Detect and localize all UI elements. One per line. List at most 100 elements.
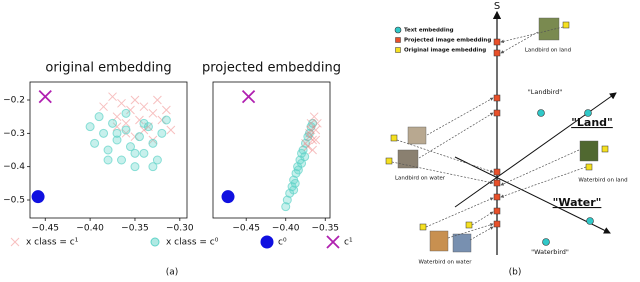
legend-label: x class = c¹: [26, 238, 79, 248]
point: [153, 95, 162, 105]
diagram: S Text embedding Projected image embeddi…: [385, 1, 628, 266]
legend-marker: [394, 26, 402, 34]
point: [126, 105, 135, 115]
x-tick-label: −0.40: [272, 224, 300, 234]
point: [139, 118, 149, 128]
point: [139, 102, 149, 112]
point: [99, 102, 108, 112]
text-label: "Land": [571, 116, 613, 129]
point: [305, 132, 314, 142]
axis-label: S: [494, 1, 500, 12]
point: [103, 145, 113, 155]
point: [289, 185, 299, 195]
point: [121, 128, 131, 138]
point: [134, 132, 144, 142]
caption: (b): [509, 268, 522, 278]
point: [241, 90, 256, 104]
x-tick-label: −0.45: [31, 224, 59, 234]
point: [157, 128, 167, 138]
point: [31, 190, 45, 204]
point: [166, 125, 176, 135]
point: [90, 138, 100, 148]
y-tick-label: −0.3: [3, 129, 25, 139]
point: [148, 135, 158, 145]
chart-title: projected embedding: [202, 61, 341, 76]
point: [112, 128, 122, 138]
point: [112, 122, 122, 132]
projected-points: [493, 38, 501, 228]
point: [103, 155, 113, 165]
point: [306, 125, 316, 135]
point: [135, 115, 144, 125]
image-label: Waterbird on water: [419, 260, 473, 266]
point: [117, 155, 127, 165]
image: [429, 230, 449, 252]
image: [397, 149, 419, 169]
point: [94, 112, 104, 122]
x-tick-label: −0.30: [166, 224, 194, 234]
point: [148, 162, 158, 172]
text-points: [537, 109, 594, 246]
point: [309, 112, 319, 122]
legend-marker: [260, 235, 274, 249]
point: [85, 122, 95, 132]
point: [152, 155, 162, 165]
charts: original embedding −0.45 −0.40 −0.35 −0.30 −0…: [3, 61, 353, 249]
point: [161, 115, 171, 125]
point: [290, 178, 300, 188]
y-tick-label: −0.2: [3, 96, 25, 106]
point: [112, 135, 122, 145]
point: [282, 195, 292, 205]
legend-marker: [395, 47, 401, 53]
point: [308, 145, 317, 155]
legend-marker: [150, 237, 160, 247]
point: [117, 98, 126, 108]
legend-label: Projected image embedding: [404, 38, 491, 44]
point: [130, 148, 140, 158]
point: [139, 148, 149, 158]
plot-frame: [212, 81, 331, 219]
point: [143, 122, 153, 132]
image: [579, 140, 599, 162]
x-tick-label: −0.40: [76, 224, 104, 234]
legend-label: c¹: [344, 238, 353, 248]
legend-label: Text embedding: [404, 28, 454, 34]
chart-title: original embedding: [45, 61, 171, 76]
x-tick-label: −0.35: [311, 224, 339, 234]
image: [452, 233, 472, 253]
point: [130, 95, 140, 105]
point: [148, 108, 158, 118]
point: [130, 162, 140, 172]
point: [125, 142, 135, 152]
point: [108, 92, 117, 102]
point: [221, 190, 235, 204]
point: [148, 138, 158, 148]
legend-label: x class = c⁰: [166, 238, 219, 248]
text-label: "Landbird": [528, 88, 562, 96]
point: [311, 135, 321, 145]
legend-marker: [10, 237, 20, 247]
y-tick-label: −0.5: [3, 196, 25, 206]
image: [407, 126, 427, 145]
point: [99, 128, 109, 138]
point: [162, 105, 171, 115]
text-label: "Water": [553, 196, 602, 209]
y-tick-label: −0.4: [3, 162, 25, 172]
legend-marker: [395, 37, 401, 43]
legend-label: c⁰: [278, 238, 287, 248]
point: [121, 118, 131, 128]
legend-marker: [326, 235, 340, 249]
plot-frame: [29, 81, 188, 219]
text-label: "Waterbird": [531, 248, 569, 256]
image-label: Landbird on water: [395, 176, 446, 182]
image: [538, 17, 560, 41]
x-tick-label: −0.35: [121, 224, 149, 234]
point: [108, 118, 118, 128]
image-label: Waterbird on land: [578, 178, 627, 184]
x-tick-label: −0.45: [232, 224, 260, 234]
point: [38, 90, 52, 104]
point: [121, 108, 131, 118]
legend-label: Original image embedding: [404, 48, 486, 54]
point: [306, 118, 316, 128]
point: [281, 202, 291, 212]
